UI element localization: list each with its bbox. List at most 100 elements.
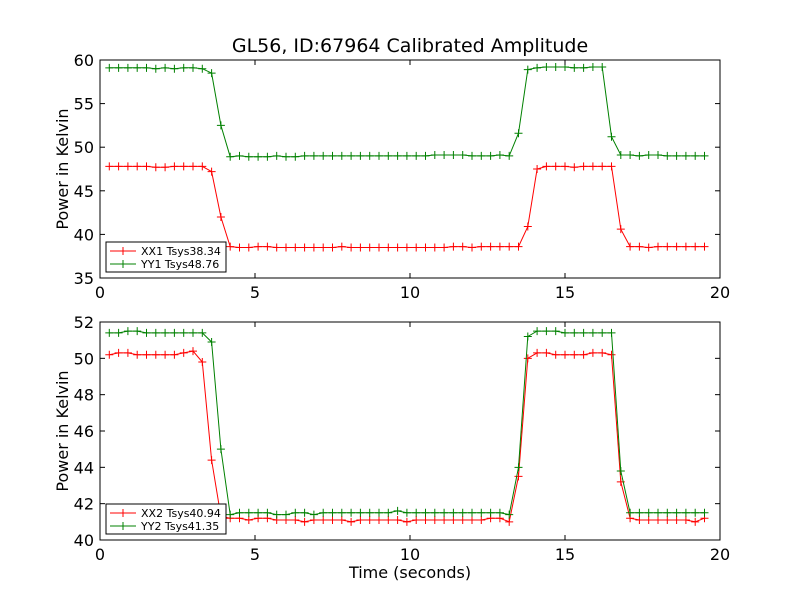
data-point bbox=[365, 508, 374, 517]
data-point bbox=[635, 508, 644, 517]
data-point bbox=[263, 242, 272, 251]
data-point bbox=[161, 328, 170, 337]
data-point bbox=[616, 466, 625, 475]
x-tick-label: 0 bbox=[95, 545, 105, 564]
data-point bbox=[291, 516, 300, 525]
data-point bbox=[616, 151, 625, 160]
data-point bbox=[300, 517, 309, 526]
x-tick-label: 15 bbox=[555, 545, 575, 564]
data-point bbox=[105, 328, 114, 337]
data-point bbox=[570, 63, 579, 72]
data-point bbox=[235, 508, 244, 517]
data-point bbox=[151, 350, 160, 359]
data-point bbox=[551, 327, 560, 336]
y-tick-label: 45 bbox=[74, 182, 94, 201]
data-point bbox=[151, 64, 160, 73]
legend-label: XX1 Tsys38.34 bbox=[141, 245, 221, 258]
data-point bbox=[198, 64, 207, 73]
data-point bbox=[654, 242, 662, 251]
legend-marker bbox=[119, 260, 127, 268]
data-point bbox=[440, 508, 449, 517]
data-point bbox=[254, 152, 263, 161]
data-point bbox=[263, 152, 272, 161]
series-yy bbox=[105, 327, 709, 519]
data-point bbox=[328, 243, 337, 252]
data-point bbox=[449, 151, 458, 160]
y-tick-label: 48 bbox=[74, 386, 94, 405]
data-point bbox=[244, 152, 253, 161]
data-point bbox=[486, 242, 495, 251]
data-point bbox=[170, 328, 179, 337]
data-point bbox=[133, 63, 142, 72]
data-point bbox=[607, 328, 616, 337]
data-point bbox=[291, 508, 300, 517]
data-point bbox=[123, 63, 132, 72]
data-point bbox=[151, 328, 160, 337]
data-point bbox=[328, 151, 337, 160]
data-point bbox=[607, 162, 616, 171]
data-point bbox=[570, 350, 579, 359]
data-point bbox=[588, 328, 597, 337]
data-point bbox=[626, 508, 635, 517]
chart-title: GL56, ID:67964 Calibrated Amplitude bbox=[232, 35, 588, 57]
data-point bbox=[189, 328, 197, 337]
x-tick-label: 20 bbox=[710, 283, 730, 302]
data-point bbox=[505, 510, 514, 519]
data-point bbox=[691, 242, 700, 251]
data-point bbox=[579, 350, 588, 359]
data-point bbox=[235, 243, 244, 252]
data-point bbox=[207, 456, 216, 465]
y-tick-label: 46 bbox=[74, 422, 94, 441]
data-point bbox=[198, 162, 207, 171]
data-point bbox=[123, 327, 132, 336]
data-point bbox=[375, 243, 383, 252]
data-point bbox=[523, 222, 532, 231]
data-point bbox=[616, 225, 625, 234]
data-point bbox=[161, 63, 170, 72]
series-yy bbox=[105, 62, 709, 161]
data-point bbox=[505, 151, 514, 160]
data-point bbox=[337, 516, 346, 525]
data-point bbox=[654, 151, 662, 160]
y-axis-label: Power in Kelvin bbox=[53, 370, 72, 491]
data-point bbox=[272, 243, 281, 252]
data-point bbox=[551, 350, 560, 359]
data-point bbox=[207, 337, 216, 346]
x-tick-label: 5 bbox=[250, 283, 260, 302]
data-point bbox=[105, 162, 114, 171]
y-tick-label: 55 bbox=[74, 95, 94, 114]
legend-label: XX2 Tsys40.94 bbox=[141, 507, 221, 520]
data-point bbox=[700, 242, 709, 251]
data-point bbox=[207, 69, 216, 78]
legend-marker bbox=[119, 522, 127, 530]
data-point bbox=[393, 516, 402, 525]
legend-item: XX1 Tsys38.34 bbox=[110, 245, 221, 258]
data-point bbox=[421, 151, 430, 160]
data-point bbox=[375, 516, 383, 525]
data-point bbox=[607, 132, 616, 141]
y-tick-label: 44 bbox=[74, 458, 94, 477]
data-point bbox=[477, 508, 486, 517]
data-point bbox=[672, 151, 681, 160]
data-point bbox=[365, 516, 374, 525]
y-tick-label: 60 bbox=[74, 51, 94, 70]
data-point bbox=[337, 151, 346, 160]
data-point bbox=[226, 152, 235, 161]
data-point bbox=[681, 151, 690, 160]
data-point bbox=[691, 508, 700, 517]
data-point bbox=[114, 328, 123, 337]
data-point bbox=[356, 151, 365, 160]
data-point bbox=[663, 516, 672, 525]
data-point bbox=[635, 151, 644, 160]
data-point bbox=[263, 508, 272, 517]
data-point bbox=[681, 242, 690, 251]
data-point bbox=[309, 243, 318, 252]
data-point bbox=[254, 242, 263, 251]
legend-box bbox=[105, 241, 227, 273]
data-point bbox=[170, 162, 179, 171]
data-point bbox=[114, 348, 123, 357]
data-point bbox=[523, 65, 532, 74]
axes-frame bbox=[99, 321, 721, 541]
data-point bbox=[319, 243, 328, 252]
